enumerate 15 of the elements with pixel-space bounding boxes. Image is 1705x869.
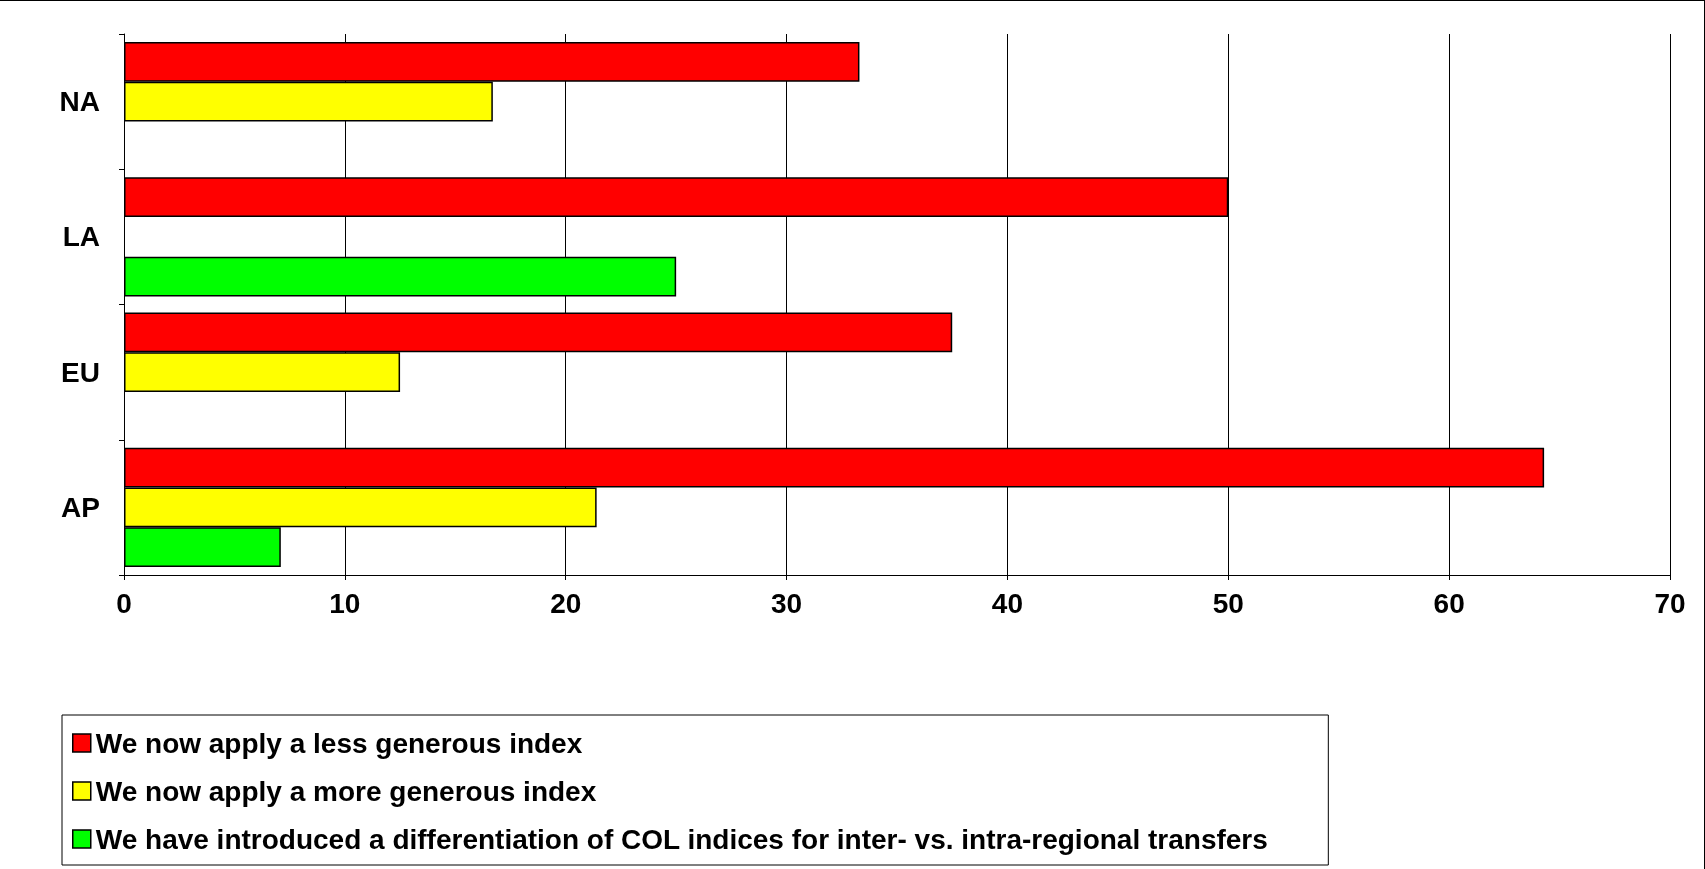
x-tick-label: 70 — [1654, 587, 1686, 619]
x-tick-label: 60 — [1433, 587, 1465, 619]
y-tick-label: NA — [59, 86, 100, 118]
y-tick-label: EU — [61, 356, 100, 388]
legend-label: We now apply a more generous index — [95, 775, 597, 807]
legend-label: We have introduced a differentiation of COL indices for inter- vs. intra-regional transfers — [95, 823, 1268, 855]
y-tick-label: LA — [62, 221, 100, 253]
x-tick-label: 20 — [550, 587, 582, 619]
y-tick-label: AP — [61, 491, 100, 523]
x-tick-label: 40 — [991, 587, 1024, 619]
legend-label: We now apply a less generous index — [95, 727, 583, 759]
x-tick-label: 10 — [329, 587, 361, 619]
x-tick-label: 0 — [116, 587, 132, 619]
x-tick-label: 30 — [770, 587, 803, 619]
x-tick-label: 50 — [1212, 587, 1244, 619]
